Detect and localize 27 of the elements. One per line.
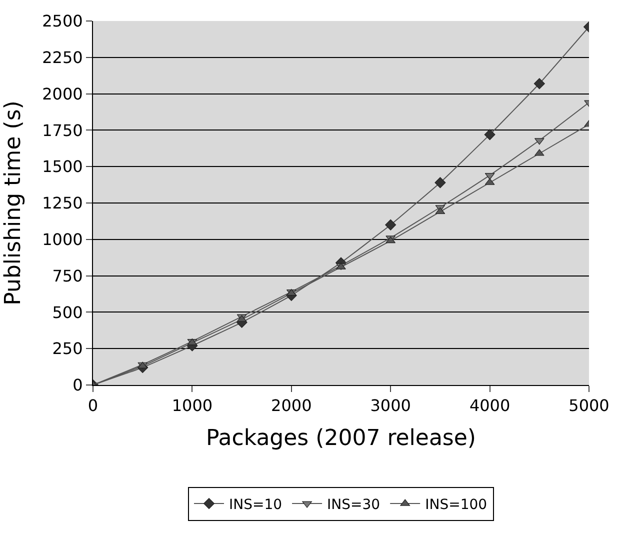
x-tick-label: 1000 bbox=[172, 396, 213, 416]
x-tick-label: 4000 bbox=[469, 396, 510, 416]
y-tick-label: 750 bbox=[52, 266, 83, 286]
y-axis-title: Publishing time (s) bbox=[0, 100, 26, 306]
point bbox=[385, 219, 396, 230]
x-tick-label: 0 bbox=[88, 396, 98, 416]
x-axis-title: Packages (2007 release) bbox=[206, 426, 476, 452]
x-tick-label: 5000 bbox=[568, 396, 610, 416]
point bbox=[435, 207, 446, 214]
y-tick-label: 2000 bbox=[42, 84, 83, 104]
y-tick-label: 1000 bbox=[42, 230, 83, 249]
y-tick-label: 1250 bbox=[42, 194, 83, 213]
x-tick-label: 2000 bbox=[271, 396, 312, 416]
y-tick-label: 1750 bbox=[42, 120, 83, 140]
y-tick-label: 0 bbox=[72, 376, 83, 395]
y-tick-label: 2250 bbox=[42, 48, 83, 67]
point bbox=[484, 129, 496, 140]
legend-label: INS=100 bbox=[425, 496, 488, 513]
y-tick-label: 250 bbox=[52, 339, 83, 358]
point bbox=[534, 78, 545, 90]
y-tick-label: 2500 bbox=[42, 12, 83, 31]
point bbox=[434, 177, 446, 188]
y-tick-label: 1500 bbox=[42, 157, 83, 176]
y-tick-label: 500 bbox=[52, 302, 83, 322]
x-tick-label: 3000 bbox=[370, 396, 411, 416]
legend-label: INS=10 bbox=[229, 496, 282, 513]
legend-label: INS=30 bbox=[327, 496, 380, 513]
